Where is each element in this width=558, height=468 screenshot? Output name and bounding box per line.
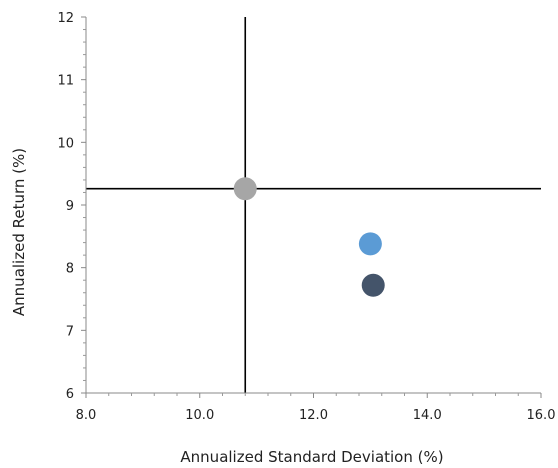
data-points — [233, 177, 385, 297]
y-tick-label: 6 — [66, 387, 74, 402]
x-tick-label: 12.0 — [299, 408, 328, 423]
y-tick-label: 8 — [66, 262, 74, 277]
tick-labels: 6 7 8 9 10 11 12 8.0 10.0 12.0 14.0 16.0 — [57, 11, 555, 423]
y-tick-label: 10 — [57, 136, 74, 151]
data-point — [358, 232, 382, 256]
x-tick-label: 16.0 — [527, 408, 556, 423]
y-tick-label: 7 — [66, 324, 74, 339]
y-tick-label: 12 — [57, 11, 74, 26]
y-tick-label: 11 — [57, 74, 74, 89]
y-axis-title: Annualized Return (%) — [10, 148, 28, 316]
reference-lines — [86, 17, 541, 393]
x-tick-label: 10.0 — [185, 408, 214, 423]
axes — [81, 16, 542, 398]
x-tick-label: 8.0 — [76, 408, 97, 423]
x-axis-title: Annualized Standard Deviation (%) — [180, 448, 443, 466]
data-point — [361, 273, 385, 297]
data-point — [233, 177, 257, 201]
y-tick-label: 9 — [66, 199, 74, 214]
x-tick-label: 14.0 — [413, 408, 442, 423]
